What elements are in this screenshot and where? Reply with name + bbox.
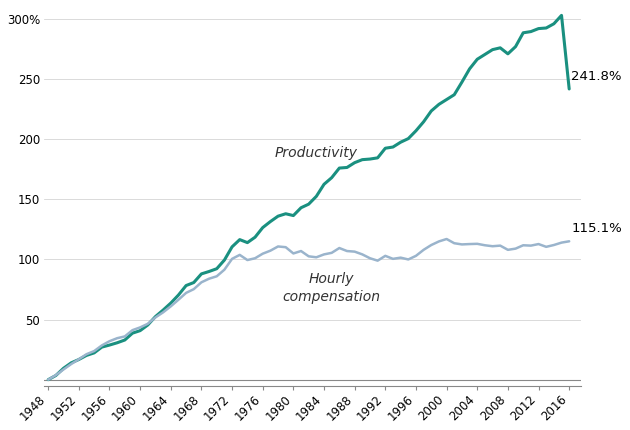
Text: Productivity: Productivity [275, 146, 358, 160]
Text: Hourly
compensation: Hourly compensation [283, 271, 381, 304]
Text: 241.8%: 241.8% [571, 70, 622, 83]
Text: 115.1%: 115.1% [571, 222, 622, 235]
